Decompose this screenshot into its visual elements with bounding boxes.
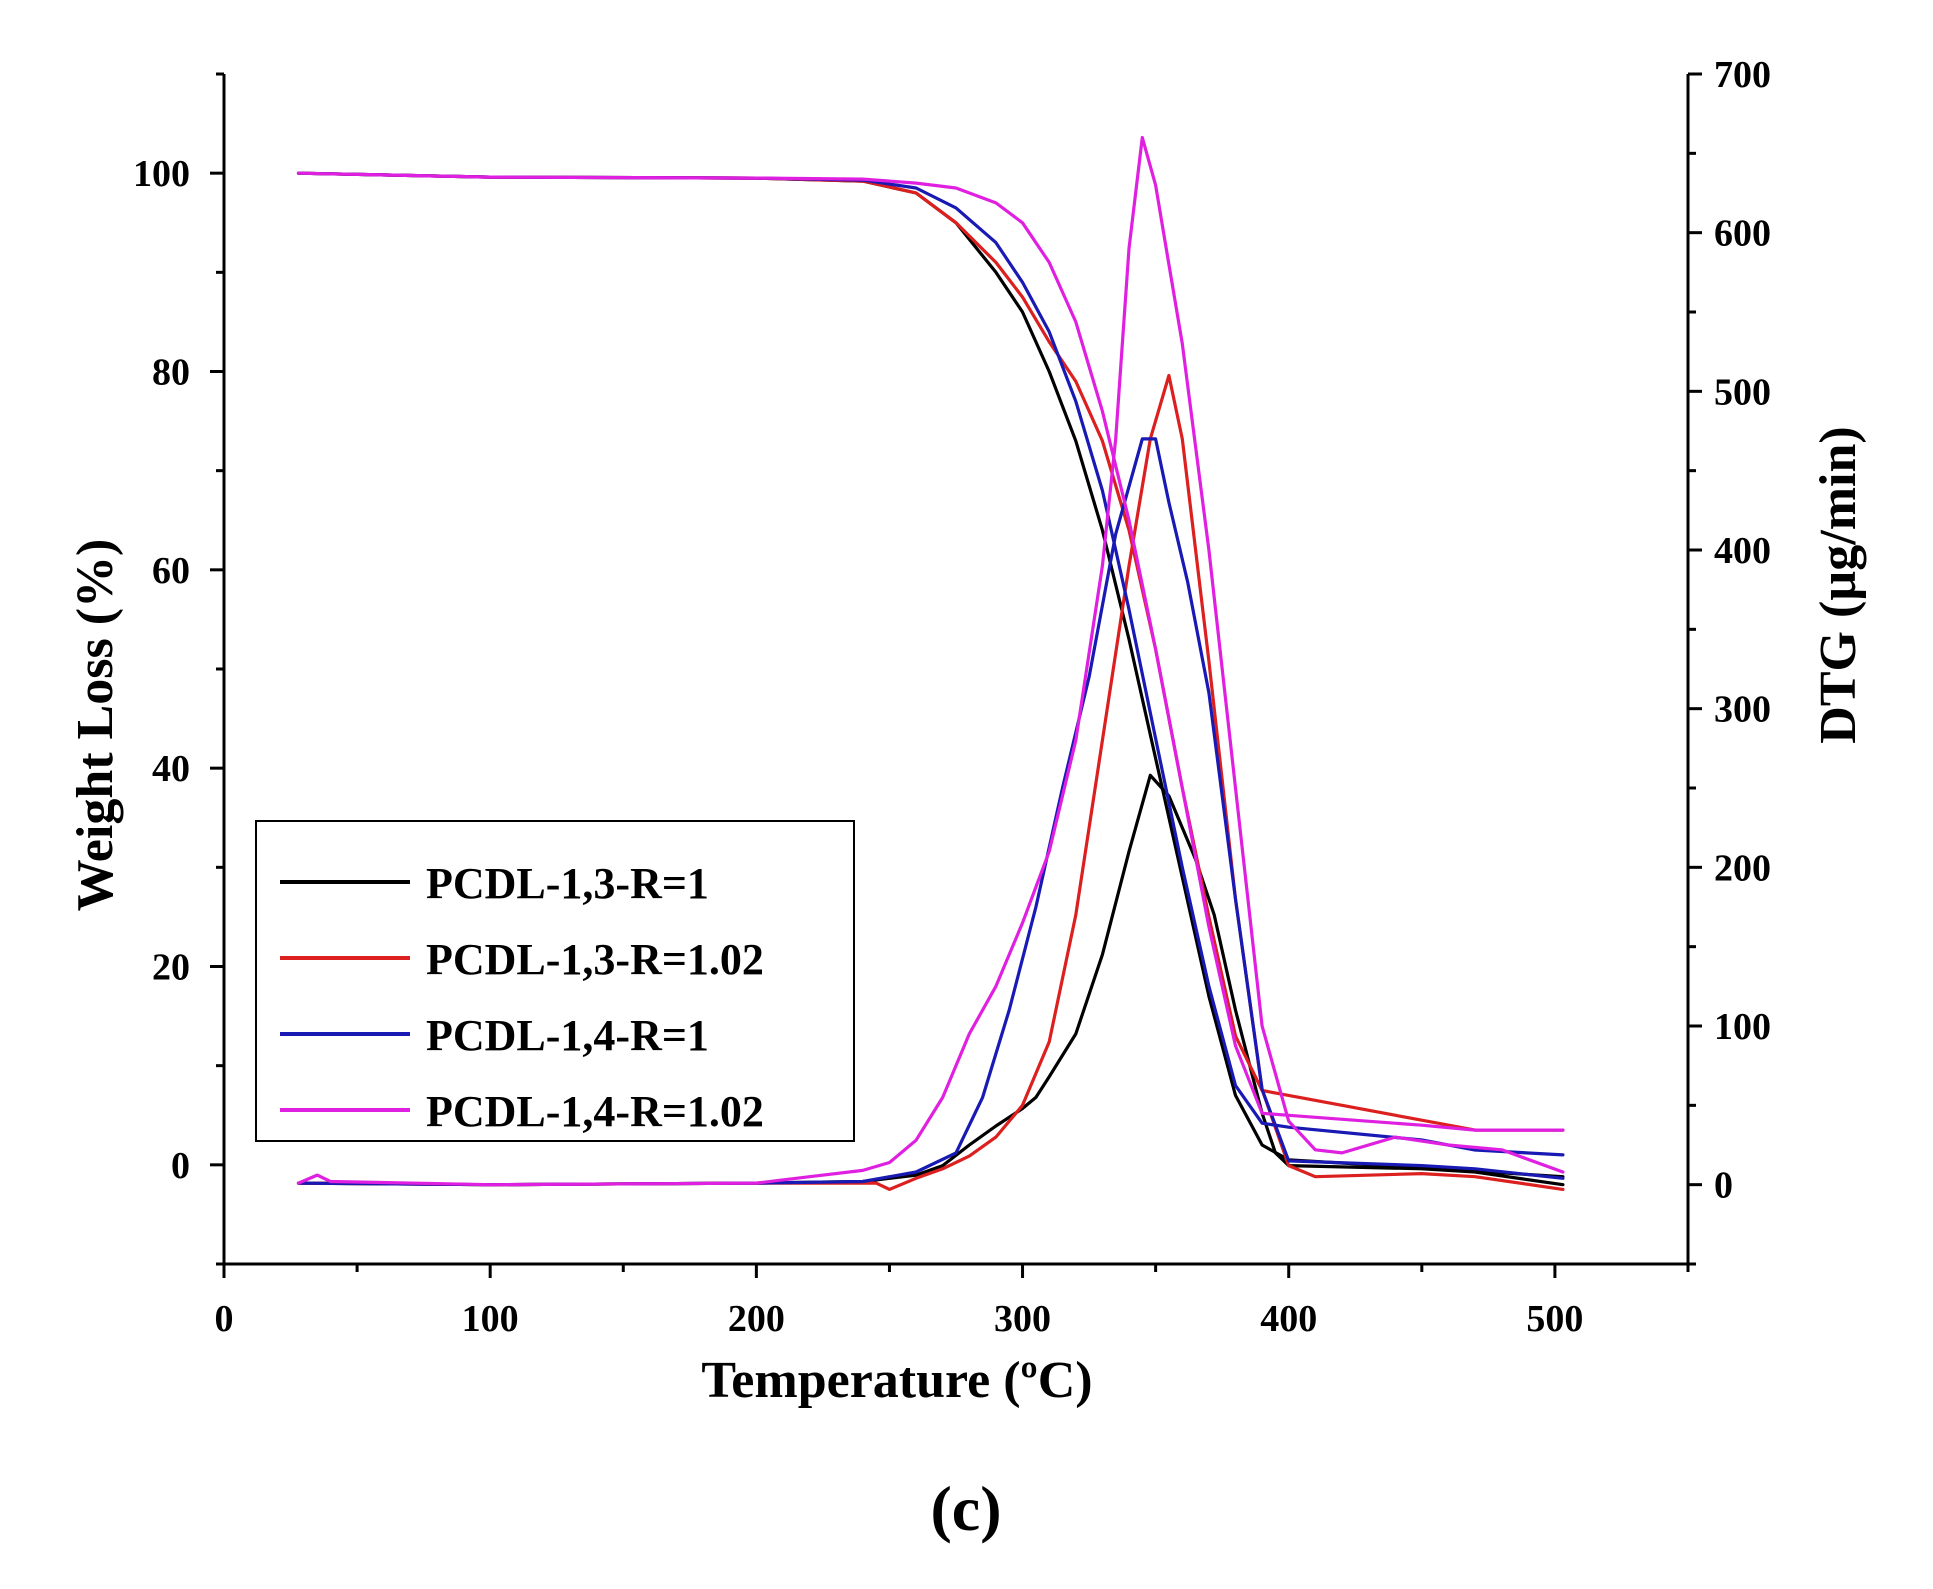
dtg-curve-2: [296, 373, 1565, 1191]
x-tick-label: 400: [1260, 1298, 1317, 1340]
ticks-layer: 0 100 200 300 400 500 0 20 40 60 80 100 0 100 200 300 40…: [133, 54, 1771, 1340]
legend: PCDL-1,3-R=1 PCDL-1,3-R=1.02 PCDL-1,4-R=1 P…: [255, 820, 855, 1142]
dtg-curve-4: [296, 135, 1565, 1187]
y-right-tick-label: 0: [1714, 1165, 1733, 1207]
x-tick-label: 300: [994, 1298, 1051, 1340]
y-right-tick-label: 700: [1714, 54, 1771, 96]
series-layer: [296, 135, 1565, 1191]
tga-curve-3: [296, 171, 1565, 1157]
y-left-tick-label: 40: [152, 748, 190, 790]
legend-label: PCDL-1,4-R=1.02: [426, 1087, 764, 1136]
legend-label: PCDL-1,3-R=1: [426, 859, 709, 908]
x-tick-label: 200: [728, 1298, 785, 1340]
legend-box: [255, 820, 855, 1142]
y-axis-right-title: DTG (µg/min): [1810, 426, 1867, 743]
y-left-tick-label: 80: [152, 352, 190, 394]
y-right-tick-label: 300: [1714, 689, 1771, 731]
x-tick-label: 500: [1526, 1298, 1583, 1340]
y-right-tick-label: 600: [1714, 213, 1771, 255]
dtg-curve-1: [296, 773, 1565, 1187]
legend-label: PCDL-1,3-R=1.02: [426, 935, 764, 984]
tga-curve-4: [296, 171, 1565, 1132]
y-axis-left-title: Weight Loss (%): [67, 539, 124, 912]
tga-curve-2: [296, 171, 1565, 1132]
y-right-tick-label: 100: [1714, 1006, 1771, 1048]
legend-label: PCDL-1,4-R=1: [426, 1011, 709, 1060]
y-left-tick-label: 100: [133, 153, 190, 195]
x-tick-label: 100: [462, 1298, 519, 1340]
x-tick-label: 0: [215, 1298, 234, 1340]
y-left-tick-label: 20: [152, 947, 190, 989]
y-right-tick-label: 200: [1714, 847, 1771, 889]
y-left-tick-label: 60: [152, 550, 190, 592]
panel-label: (c): [930, 1473, 1001, 1544]
y-right-tick-label: 500: [1714, 371, 1771, 413]
y-left-tick-label: 0: [171, 1145, 190, 1187]
x-axis-title: Temperature (ºC): [701, 1352, 1092, 1409]
y-right-tick-label: 400: [1714, 530, 1771, 572]
